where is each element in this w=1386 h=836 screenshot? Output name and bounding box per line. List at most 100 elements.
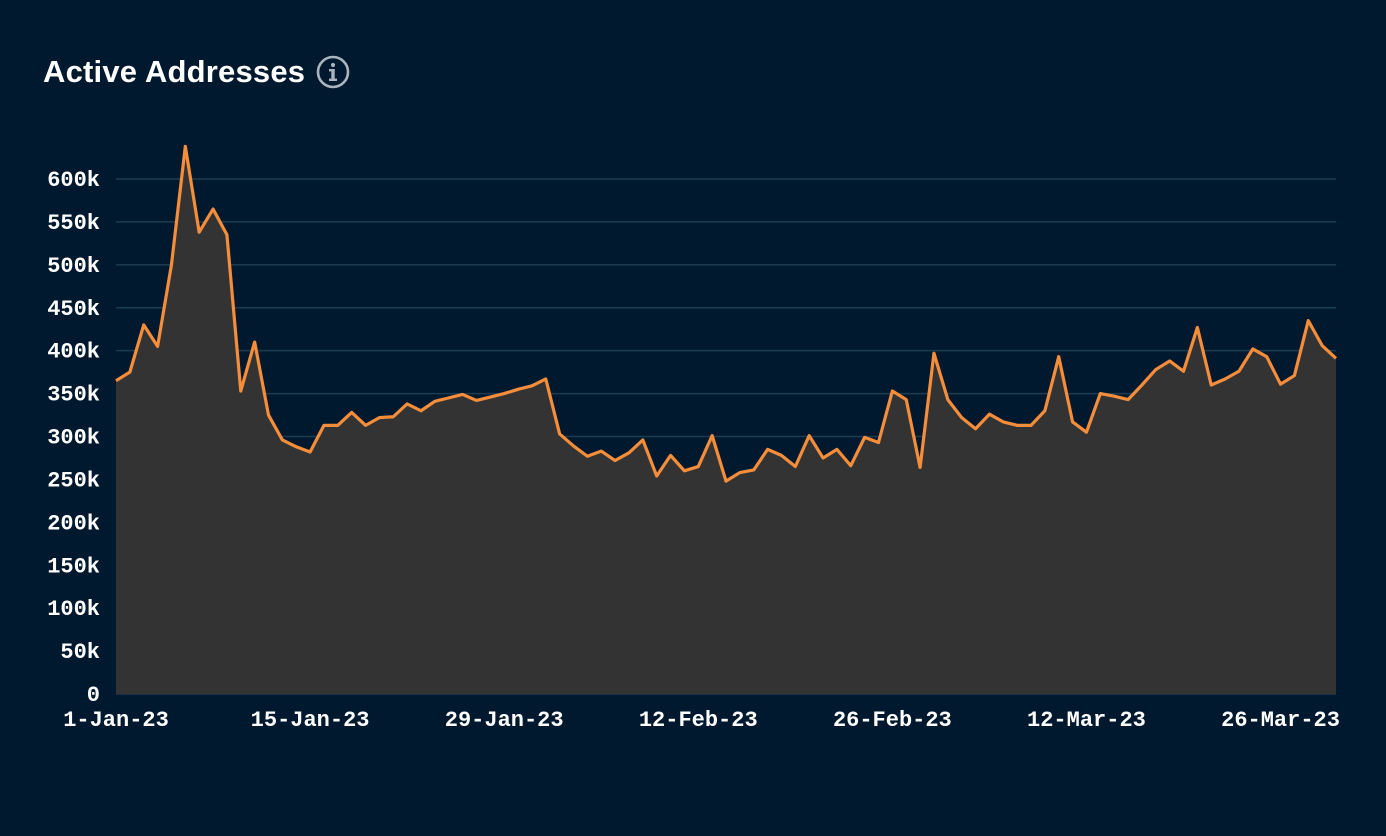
data-point: [405, 402, 409, 406]
data-point: [1001, 420, 1005, 424]
x-tick-label: 29-Jan-23: [445, 708, 564, 733]
y-tick-label: 300k: [47, 426, 100, 451]
data-point: [1140, 383, 1144, 387]
data-point: [447, 396, 451, 400]
data-point: [1057, 355, 1061, 359]
x-tick-label: 12-Feb-23: [639, 708, 758, 733]
y-tick-label: 200k: [47, 511, 100, 536]
data-point: [863, 435, 867, 439]
data-point: [183, 144, 187, 148]
data-point: [225, 233, 229, 237]
data-point: [1154, 368, 1158, 372]
data-point: [502, 392, 506, 396]
series-line: [115, 144, 1338, 483]
data-point: [516, 387, 520, 391]
data-point: [807, 434, 811, 438]
data-point: [350, 410, 354, 414]
data-point: [280, 438, 284, 442]
data-point: [142, 323, 146, 327]
data-point: [613, 459, 617, 463]
data-point: [377, 416, 381, 420]
data-point: [128, 370, 132, 374]
data-point: [1195, 325, 1199, 329]
x-tick-label: 26-Feb-23: [833, 708, 952, 733]
data-point: [599, 449, 603, 453]
data-point: [1306, 319, 1310, 323]
data-point: [793, 465, 797, 469]
data-point: [710, 434, 714, 438]
data-point: [696, 465, 700, 469]
data-point: [267, 413, 271, 417]
y-tick-label: 150k: [47, 554, 100, 579]
data-point: [1251, 347, 1255, 351]
data-point: [585, 454, 589, 458]
chart-header: Active Addresses: [43, 50, 350, 94]
chart-title: Active Addresses: [43, 54, 306, 89]
data-point: [1292, 374, 1296, 378]
info-circle-icon[interactable]: [316, 55, 350, 89]
x-tick-label: 26-Mar-23: [1221, 708, 1340, 733]
data-point: [197, 230, 201, 234]
data-point: [1209, 383, 1213, 387]
data-point: [1334, 356, 1338, 360]
data-point: [1112, 394, 1116, 398]
data-point: [364, 423, 368, 427]
data-point: [641, 438, 645, 442]
data-point: [1237, 369, 1241, 373]
data-point: [1084, 430, 1088, 434]
y-tick-label: 350k: [47, 383, 100, 408]
data-point: [752, 468, 756, 472]
data-point: [849, 464, 853, 468]
y-tick-label: 0: [87, 683, 100, 708]
data-point: [530, 384, 534, 388]
data-point: [682, 469, 686, 473]
data-point: [835, 447, 839, 451]
data-point: [974, 427, 978, 431]
data-point: [1126, 398, 1130, 402]
data-point: [294, 445, 298, 449]
data-point: [239, 389, 243, 393]
x-axis-ticks: 1-Jan-23 15-Jan-23 29-Jan-23 12-Feb-23 26-Fe…: [63, 708, 1340, 733]
data-point: [1279, 382, 1283, 386]
x-tick-label: 15-Jan-23: [251, 708, 370, 733]
data-point: [821, 456, 825, 460]
data-point: [253, 340, 257, 344]
area-fill: [116, 146, 1336, 694]
data-point: [655, 474, 659, 478]
y-axis-ticks: 0 50k 100k 150k 200k 250k 300k 350k 400k 450k 500k…: [47, 168, 100, 708]
data-point: [391, 415, 395, 419]
y-tick-label: 50k: [60, 640, 100, 665]
data-point: [918, 465, 922, 469]
data-point: [724, 479, 728, 483]
data-point: [1320, 344, 1324, 348]
data-point: [1043, 409, 1047, 413]
y-tick-label: 250k: [47, 468, 100, 493]
data-point: [461, 392, 465, 396]
data-point: [419, 409, 423, 413]
data-point: [308, 450, 312, 454]
data-point: [960, 416, 964, 420]
data-point: [488, 395, 492, 399]
data-point: [1182, 369, 1186, 373]
data-point: [932, 351, 936, 355]
data-point: [558, 432, 562, 436]
data-point: [1015, 423, 1019, 427]
y-tick-label: 500k: [47, 254, 100, 279]
data-point: [627, 451, 631, 455]
data-point: [336, 423, 340, 427]
data-point: [322, 423, 326, 427]
x-tick-label: 12-Mar-23: [1027, 708, 1146, 733]
x-tick-label: 1-Jan-23: [63, 708, 169, 733]
data-point: [544, 377, 548, 381]
data-point: [211, 207, 215, 211]
y-tick-label: 600k: [47, 168, 100, 193]
data-point: [433, 399, 437, 403]
data-point: [877, 441, 881, 445]
data-point: [1071, 420, 1075, 424]
data-point: [572, 444, 576, 448]
data-point: [169, 263, 173, 267]
y-tick-label: 450k: [47, 297, 100, 322]
data-point: [779, 453, 783, 457]
y-tick-label: 400k: [47, 340, 100, 365]
